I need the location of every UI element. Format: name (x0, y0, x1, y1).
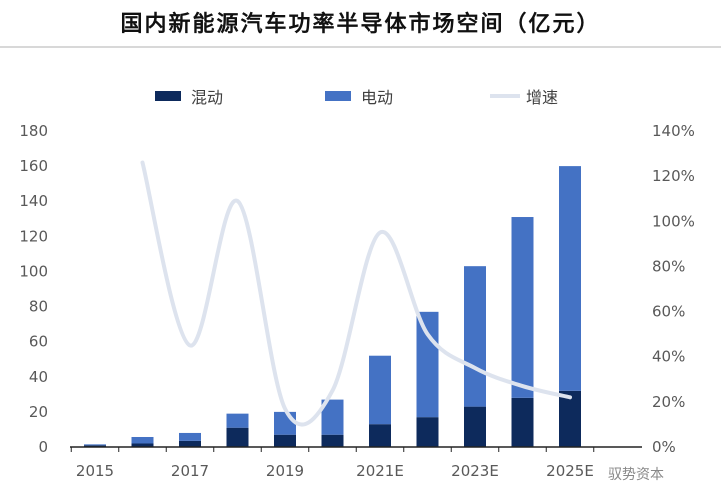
y-tick-label: 20 (29, 403, 48, 421)
bar-电动-2018 (226, 413, 249, 428)
bar-混动-2016 (131, 443, 154, 447)
y-tick-label: 0 (38, 438, 48, 456)
title-divider (0, 46, 721, 48)
bar-电动-2019 (274, 411, 296, 435)
bar-混动-2024E (511, 397, 534, 447)
y2-tick-label: 80% (652, 257, 685, 275)
x-tick-label: 2023E (451, 462, 499, 480)
bar-电动-2021E (369, 355, 391, 425)
watermark: 驭势资本 (608, 467, 664, 483)
y-tick-label: 180 (19, 122, 48, 140)
y2-tick-label: 60% (652, 303, 685, 321)
y-tick-label: 120 (19, 227, 48, 245)
bar-电动-2025E (559, 166, 581, 391)
bar-电动-2024E (511, 217, 534, 398)
y-tick-label: 80 (29, 298, 48, 316)
bar-电动-2020 (321, 399, 344, 435)
bar-混动-2022E (416, 417, 439, 447)
legend-swatch-电动 (325, 91, 351, 101)
line-增速 (140, 160, 572, 427)
x-tick-label: 2019 (266, 462, 304, 480)
bar-电动-2023E (464, 266, 486, 407)
chart-title: 国内新能源汽车功率半导体市场空间（亿元） (120, 11, 601, 37)
y-tick-label: 100 (19, 262, 48, 280)
bar-混动-2025E (559, 390, 581, 447)
bar-混动-2023E (464, 406, 486, 447)
bar-混动-2021E (369, 424, 391, 447)
x-tick-label: 2017 (171, 462, 209, 480)
legend-label-电动: 电动 (361, 88, 393, 107)
bar-混动-2018 (226, 427, 249, 447)
x-tick-label: 2025E (546, 462, 594, 480)
bar-混动-2020 (321, 434, 344, 447)
bar-混动-2015 (84, 445, 106, 447)
y2-tick-label: 40% (652, 348, 685, 366)
legend-label-增速: 增速 (526, 88, 558, 107)
bar-电动-2022E (416, 311, 439, 418)
legend-swatch-混动 (155, 91, 181, 101)
y-tick-label: 40 (29, 368, 48, 386)
y-tick-label: 60 (29, 333, 48, 351)
y-tick-label: 160 (19, 157, 48, 175)
bar-电动-2017 (179, 432, 201, 441)
bar-电动-2016 (131, 436, 154, 444)
bar-电动-2015 (84, 444, 106, 446)
y2-tick-label: 0% (652, 438, 676, 456)
bar-混动-2017 (179, 440, 201, 447)
bar-混动-2019 (274, 434, 296, 447)
x-tick-label: 2015 (76, 462, 114, 480)
x-tick-label: 2021E (356, 462, 404, 480)
y2-tick-label: 140% (652, 122, 695, 140)
y2-tick-label: 100% (652, 212, 695, 230)
y2-tick-label: 120% (652, 167, 695, 185)
y2-tick-label: 20% (652, 393, 685, 411)
y-tick-label: 140 (19, 192, 48, 210)
legend-label-混动: 混动 (191, 88, 223, 107)
